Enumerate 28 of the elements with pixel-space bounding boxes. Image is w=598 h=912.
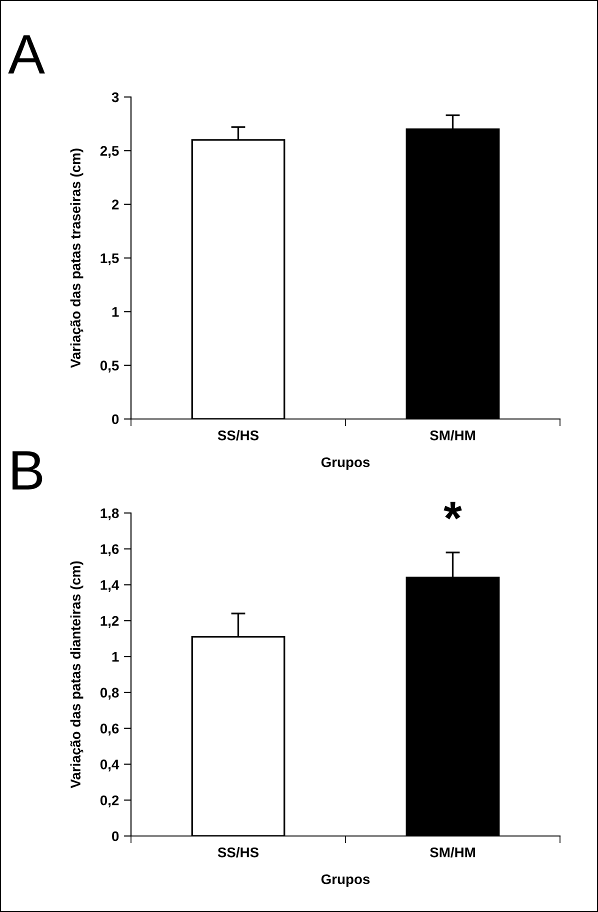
y-tick-label: 1,2 (100, 616, 119, 628)
x-tick-label: SM/HM (430, 847, 475, 858)
y-tick-label: 1,4 (100, 580, 120, 592)
x-axis-title: Grupos (321, 457, 370, 470)
y-tick-label: 0 (112, 414, 119, 424)
y-tick-label: 0 (112, 831, 119, 842)
y-tick-label: 3 (112, 92, 119, 102)
y-tick-label: 0,6 (100, 724, 119, 736)
y-tick-label: 1,8 (100, 508, 119, 520)
x-tick-label: SM/HM (430, 430, 475, 440)
annotation: * (444, 502, 462, 520)
y-tick-label: 1,5 (100, 253, 119, 266)
x-tick-label: SS/HS (218, 430, 259, 440)
y-tick-label: 0,4 (100, 760, 120, 772)
y-tick-label: 1,6 (100, 544, 119, 556)
y-tick-label: 2,5 (100, 146, 119, 158)
y-tick-label: 1 (112, 652, 119, 662)
y-tick-label: 0,8 (100, 688, 119, 700)
y-tick-label: 1 (112, 307, 119, 317)
y-axis-title: Variação das patas traseiras (cm) (70, 148, 84, 368)
chart-title: B (12, 451, 42, 490)
y-tick-label: 0,5 (100, 360, 119, 373)
chart-title: A (8, 35, 45, 74)
x-axis-title: Grupos (321, 874, 370, 887)
y-tick-label: 2 (112, 200, 119, 210)
y-axis-title: Variação das patas dianteiras (cm) (70, 561, 84, 788)
y-tick-label: 0,2 (100, 795, 119, 808)
x-tick-label: SS/HS (218, 847, 259, 858)
